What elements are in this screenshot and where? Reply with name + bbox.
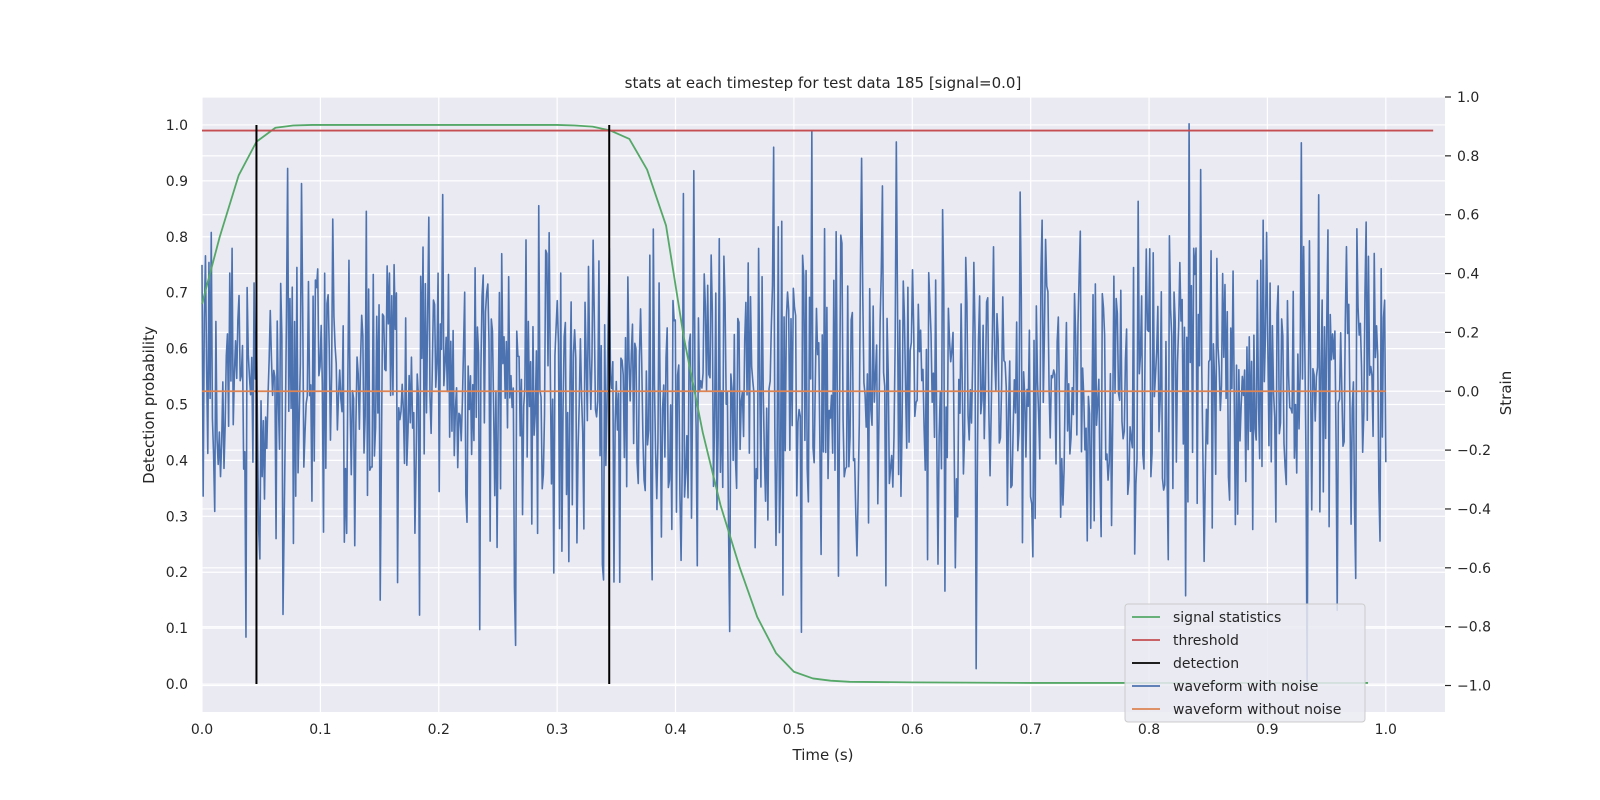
y-tick-labels: 0.0 0.1 0.2 0.3 0.4 0.5 0.6 0.7 0.8 0.9 1.0 — [166, 118, 188, 693]
y-right-tick-label: −0.2 — [1457, 443, 1491, 459]
legend-box — [1124, 603, 1366, 723]
y-tick-label: 1.0 — [166, 118, 188, 134]
legend-label-waveform-without-noise: waveform without noise — [1173, 702, 1341, 718]
y-right-tick-label: −0.4 — [1457, 502, 1491, 518]
y-tick-label: 0.1 — [166, 621, 188, 637]
y-right-tick-label: −0.8 — [1457, 620, 1491, 636]
legend-label-waveform-with-noise: waveform with noise — [1173, 679, 1318, 695]
y-tick-label: 0.3 — [166, 509, 188, 525]
y-tick-label: 0.6 — [166, 342, 188, 358]
y-right-axis-label: Strain — [1497, 371, 1515, 415]
y-right-tick-label: 0.8 — [1457, 149, 1479, 165]
y-right-tick-labels: −1.0 −0.8 −0.6 −0.4 −0.2 0.0 0.2 0.4 0.6 0.8 1.0 — [1445, 90, 1491, 695]
y-tick-label: 0.2 — [166, 565, 188, 581]
x-tick-label: 0.1 — [309, 722, 331, 738]
x-tick-label: 0.0 — [191, 722, 213, 738]
legend-label-signal-statistics: signal statistics — [1173, 610, 1281, 626]
legend-label-detection: detection — [1173, 656, 1239, 672]
y-tick-label: 0.7 — [166, 286, 188, 302]
y-right-tick-label: 0.4 — [1457, 267, 1479, 283]
x-tick-label: 0.8 — [1138, 722, 1160, 738]
x-tick-label: 0.3 — [546, 722, 568, 738]
y-tick-label: 0.5 — [166, 398, 188, 414]
x-tick-labels: 0.0 0.1 0.2 0.3 0.4 0.5 0.6 0.7 0.8 0.9 1.0 — [191, 722, 1397, 738]
x-tick-label: 0.6 — [901, 722, 923, 738]
y-right-tick-label: 0.0 — [1457, 384, 1479, 400]
y-right-tick-label: 0.2 — [1457, 325, 1479, 341]
legend: signal statistics threshold detection wa… — [1124, 603, 1366, 723]
y-tick-label: 0.8 — [166, 230, 188, 246]
x-tick-label: 0.7 — [1020, 722, 1042, 738]
y-axis-label: Detection probability — [140, 326, 158, 484]
y-right-tick-label: −0.6 — [1457, 561, 1491, 577]
x-tick-label: 0.9 — [1256, 722, 1278, 738]
x-tick-label: 1.0 — [1375, 722, 1397, 738]
x-tick-label: 0.4 — [664, 722, 686, 738]
x-axis-label: Time (s) — [792, 746, 854, 764]
y-tick-label: 0.0 — [166, 677, 188, 693]
x-tick-label: 0.2 — [428, 722, 450, 738]
y-tick-label: 0.4 — [166, 453, 188, 469]
x-tick-label: 0.5 — [783, 722, 805, 738]
series-layer — [201, 122, 1434, 687]
y-tick-label: 0.9 — [166, 174, 188, 190]
y-right-tick-label: −1.0 — [1457, 679, 1491, 695]
y-right-tick-label: 1.0 — [1457, 90, 1479, 106]
series-waveform-with-noise — [201, 122, 1387, 687]
chart-title: stats at each timestep for test data 185… — [625, 74, 1022, 92]
legend-label-threshold: threshold — [1173, 633, 1239, 649]
y-right-tick-label: 0.6 — [1457, 208, 1479, 224]
series-signal-statistics — [201, 124, 1369, 684]
